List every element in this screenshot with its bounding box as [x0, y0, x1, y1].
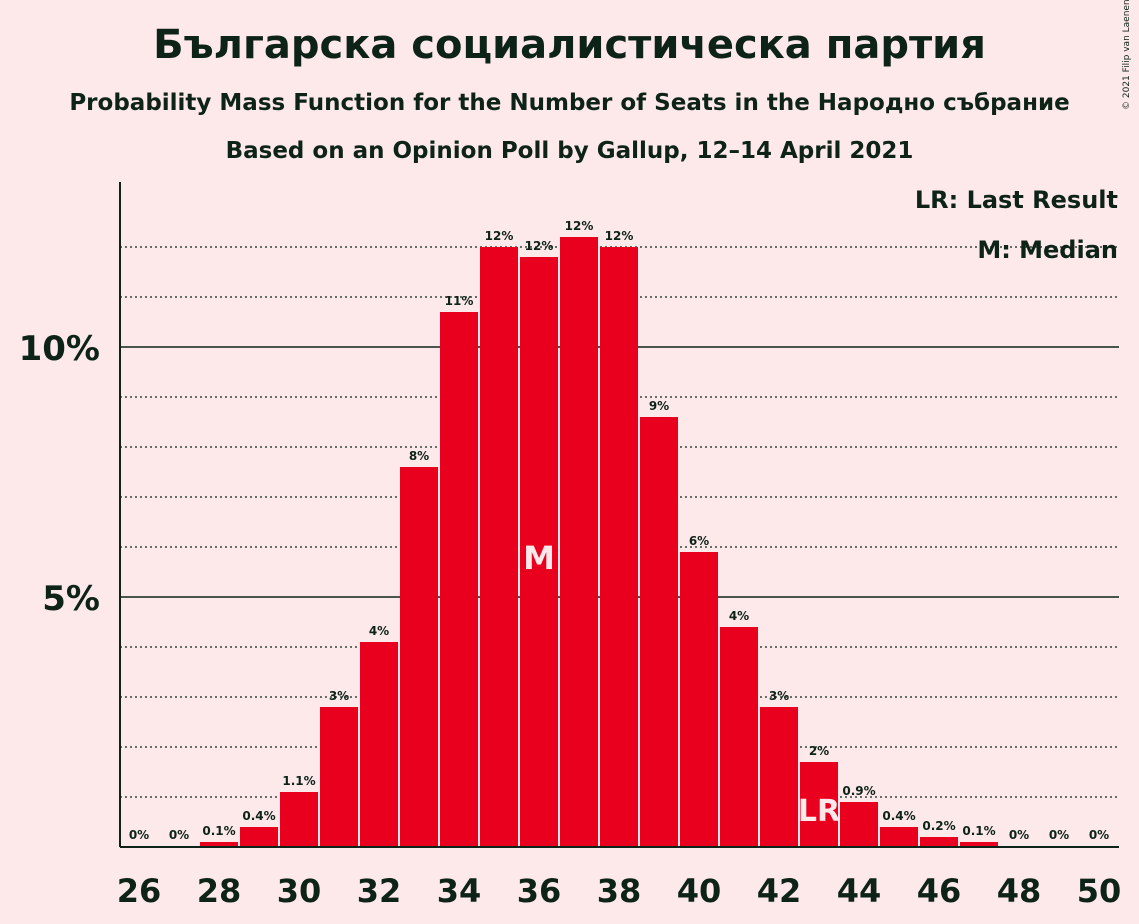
data-label: 12%: [525, 239, 554, 253]
bar-seat-32: [360, 642, 398, 847]
x-tick-label: 26: [117, 872, 162, 910]
data-label: 0%: [1049, 828, 1069, 842]
y-tick-label: 10%: [19, 329, 100, 369]
data-label: 6%: [689, 534, 709, 548]
data-label: 2%: [809, 744, 829, 758]
bar-seat-28: [200, 842, 238, 847]
x-tick-label: 50: [1077, 872, 1122, 910]
bar-seat-45: [880, 827, 918, 847]
median-marker: M: [523, 539, 555, 577]
data-label: 12%: [485, 229, 514, 243]
x-tick-label: 32: [357, 872, 402, 910]
chart-title: Българска социалистическа партия: [153, 22, 986, 68]
bar-seat-41: [720, 627, 758, 847]
data-label: 0.1%: [202, 824, 235, 838]
data-label: 12%: [565, 219, 594, 233]
data-label: 9%: [649, 399, 669, 413]
x-tick-label: 34: [437, 872, 482, 910]
bar-seat-39: [640, 417, 678, 847]
bar-seat-47: [960, 842, 998, 847]
legend-last-result: LR: Last Result: [915, 186, 1118, 214]
bar-seat-40: [680, 552, 718, 847]
x-tick-label: 48: [997, 872, 1042, 910]
bar-seat-35: [480, 247, 518, 847]
data-label: 0%: [1089, 828, 1109, 842]
data-label: 3%: [769, 689, 789, 703]
bar-seat-29: [240, 827, 278, 847]
data-label: 3%: [329, 689, 349, 703]
legend-median: M: Median: [977, 236, 1118, 264]
x-tick-label: 28: [197, 872, 242, 910]
bar-seat-38: [600, 247, 638, 847]
bar-seat-36: [520, 257, 558, 847]
x-tick-label: 30: [277, 872, 322, 910]
bar-seat-46: [920, 837, 958, 847]
data-label: 0.2%: [922, 819, 955, 833]
data-label: 0.4%: [242, 809, 275, 823]
bar-seat-44: [840, 802, 878, 847]
x-tick-label: 42: [757, 872, 802, 910]
data-label: 12%: [605, 229, 634, 243]
data-label: 8%: [409, 449, 429, 463]
data-label: 4%: [369, 624, 389, 638]
data-label: 1.1%: [282, 774, 315, 788]
data-label: 0.4%: [882, 809, 915, 823]
data-label: 0.9%: [842, 784, 875, 798]
data-label: 0%: [1009, 828, 1029, 842]
chart-subtitle-poll: Based on an Opinion Poll by Gallup, 12–1…: [225, 138, 914, 164]
x-tick-label: 40: [677, 872, 722, 910]
x-tick-label: 44: [837, 872, 882, 910]
y-tick-label: 5%: [42, 579, 100, 619]
bar-seat-43: [800, 762, 838, 847]
chart-subtitle: Probability Mass Function for the Number…: [69, 90, 1070, 116]
bar-seat-37: [560, 237, 598, 847]
x-tick-label: 38: [597, 872, 642, 910]
data-label: 0%: [129, 828, 149, 842]
bar-seat-42: [760, 707, 798, 847]
bar-seat-33: [400, 467, 438, 847]
bar-seat-30: [280, 792, 318, 847]
last-result-marker: LR: [798, 794, 840, 829]
x-tick-label: 46: [917, 872, 962, 910]
data-label: 4%: [729, 609, 749, 623]
data-label: 0%: [169, 828, 189, 842]
bar-seat-31: [320, 707, 358, 847]
x-tick-label: 36: [517, 872, 562, 910]
data-label: 11%: [445, 294, 474, 308]
data-label: 0.1%: [962, 824, 995, 838]
bar-seat-34: [440, 312, 478, 847]
